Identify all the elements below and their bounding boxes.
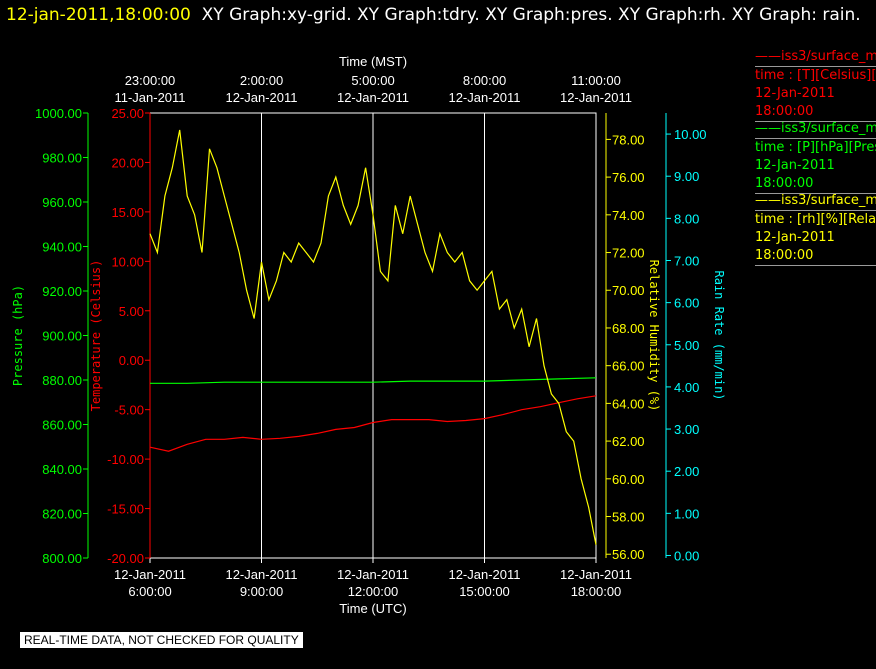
legend-line: ——iss3/surface_me xyxy=(755,48,876,67)
rain-tick-label: 1.00 xyxy=(674,506,699,521)
rain-tick-label: 7.00 xyxy=(674,253,699,268)
temp-tick-label: 15.00 xyxy=(111,205,144,220)
legend-time: 18:00:00 xyxy=(755,247,876,266)
pres-tick-label: 980.00 xyxy=(42,151,82,166)
rh-tick-label: 58.00 xyxy=(612,510,645,525)
top-tick-time: 5:00:00 xyxy=(351,73,394,88)
rh-tick-label: 68.00 xyxy=(612,321,645,336)
series-line-pres xyxy=(150,377,597,384)
pres-tick-label: 900.00 xyxy=(42,329,82,344)
rain-tick-label: 0.00 xyxy=(674,548,699,563)
top-tick-time: 11:00:00 xyxy=(571,73,621,88)
pres-tick-label: 940.00 xyxy=(42,240,82,255)
rain-tick-label: 2.00 xyxy=(674,464,699,479)
rain-tick-label: 6.00 xyxy=(674,296,699,311)
temp-tick-label: 10.00 xyxy=(111,254,144,269)
top-tick-time: 23:00:00 xyxy=(125,73,176,88)
chart-title: 12-jan-2011,18:00:00 XY Graph:xy-grid. X… xyxy=(6,1,866,29)
rh-tick-label: 70.00 xyxy=(612,283,645,298)
rh-tick-label: 74.00 xyxy=(612,208,645,223)
top-tick-date: 12-Jan-2011 xyxy=(225,90,297,105)
x-tick-date: 12-Jan-2011 xyxy=(225,567,297,582)
series-line-rh xyxy=(149,129,597,545)
legend-date: 12-Jan-2011 xyxy=(755,86,835,101)
rh-tick-label: 72.00 xyxy=(612,246,645,261)
rh-axis-title: Relative Humidity (%) xyxy=(647,260,661,412)
x-tick-date: 12-Jan-2011 xyxy=(560,567,632,582)
temp-tick-label: 0.00 xyxy=(119,353,144,368)
rain-tick-label: 5.00 xyxy=(674,338,699,353)
x-tick-time: 6:00:00 xyxy=(128,584,171,599)
rain-tick-label: 8.00 xyxy=(674,211,699,226)
legend-line: ——iss3/surface_me xyxy=(755,192,876,211)
x-tick-date: 12-Jan-2011 xyxy=(337,567,409,582)
pres-tick-label: 880.00 xyxy=(42,373,82,388)
x-tick-time: 18:00:00 xyxy=(571,584,622,599)
rain-tick-label: 9.00 xyxy=(674,169,699,184)
temp-axis-title: Temperature (Celsius) xyxy=(89,260,103,412)
top-tick-time: 2:00:00 xyxy=(240,73,283,88)
top-tick-date: 12-Jan-2011 xyxy=(448,90,520,105)
x-axis-label: Time (UTC) xyxy=(339,601,406,616)
rain-tick-label: 4.00 xyxy=(674,380,699,395)
rain-tick-label: 10.00 xyxy=(674,127,707,142)
legend-date: 12-Jan-2011 xyxy=(755,158,835,173)
temp-tick-label: -5.00 xyxy=(114,403,144,418)
legend-desc: time : [rh][%][Relati xyxy=(755,212,876,227)
rh-tick-label: 60.00 xyxy=(612,472,645,487)
pres-tick-label: 800.00 xyxy=(42,551,82,566)
rh-tick-label: 56.00 xyxy=(612,547,645,562)
top-tick-date: 12-Jan-2011 xyxy=(560,90,632,105)
rain-axis-title: Rain Rate (mm/min) xyxy=(712,270,726,400)
x-tick-time: 12:00:00 xyxy=(348,584,399,599)
legend-desc: time : [P][hPa][Pres xyxy=(755,140,876,155)
quality-warning: REAL-TIME DATA, NOT CHECKED FOR QUALITY xyxy=(20,632,303,648)
legend-time: 18:00:00 xyxy=(755,175,876,194)
pres-tick-label: 1000.00 xyxy=(35,106,82,121)
title-graph-list: XY Graph:xy-grid. XY Graph:tdry. XY Grap… xyxy=(201,5,861,25)
rh-tick-label: 76.00 xyxy=(612,170,645,185)
rh-tick-label: 62.00 xyxy=(612,434,645,449)
temp-tick-label: -10.00 xyxy=(107,452,144,467)
top-tick-date: 12-Jan-2011 xyxy=(337,90,409,105)
legend-entry: ——iss3/surface_me time : [rh][%][Relati 12… xyxy=(755,192,876,266)
temp-tick-label: 20.00 xyxy=(111,155,144,170)
rain-tick-label: 3.00 xyxy=(674,422,699,437)
pres-tick-label: 960.00 xyxy=(42,195,82,210)
legend-entry: ——iss3/surface_me time : [T][Celsius][T 12… xyxy=(755,48,876,122)
x-tick-date: 12-Jan-2011 xyxy=(114,567,186,582)
temp-tick-label: 25.00 xyxy=(111,106,144,121)
x-tick-date: 12-Jan-2011 xyxy=(448,567,520,582)
rh-tick-label: 78.00 xyxy=(612,132,645,147)
x-tick-time: 15:00:00 xyxy=(459,584,510,599)
pres-tick-label: 920.00 xyxy=(42,284,82,299)
pres-axis-title: Pressure (hPa) xyxy=(11,285,25,386)
pres-tick-label: 860.00 xyxy=(42,418,82,433)
title-timestamp: 12-jan-2011,18:00:00 xyxy=(6,5,191,25)
legend-desc: time : [T][Celsius][T xyxy=(755,68,876,83)
legend-line: ——iss3/surface_me xyxy=(755,120,876,139)
rh-tick-label: 64.00 xyxy=(612,396,645,411)
top-axis-label: Time (MST) xyxy=(339,54,407,69)
x-tick-time: 9:00:00 xyxy=(240,584,283,599)
temp-tick-label: -20.00 xyxy=(107,551,144,566)
top-tick-date: 11-Jan-2011 xyxy=(114,90,185,105)
temp-tick-label: -15.00 xyxy=(107,502,144,517)
series-line-temp xyxy=(149,395,597,452)
temp-tick-label: 5.00 xyxy=(119,304,144,319)
top-tick-time: 8:00:00 xyxy=(463,73,506,88)
legend-time: 18:00:00 xyxy=(755,103,876,122)
legend-date: 12-Jan-2011 xyxy=(755,230,835,245)
pres-tick-label: 840.00 xyxy=(42,462,82,477)
rh-tick-label: 66.00 xyxy=(612,359,645,374)
pres-tick-label: 820.00 xyxy=(42,507,82,522)
legend-entry: ——iss3/surface_me time : [P][hPa][Pres 12-… xyxy=(755,120,876,194)
